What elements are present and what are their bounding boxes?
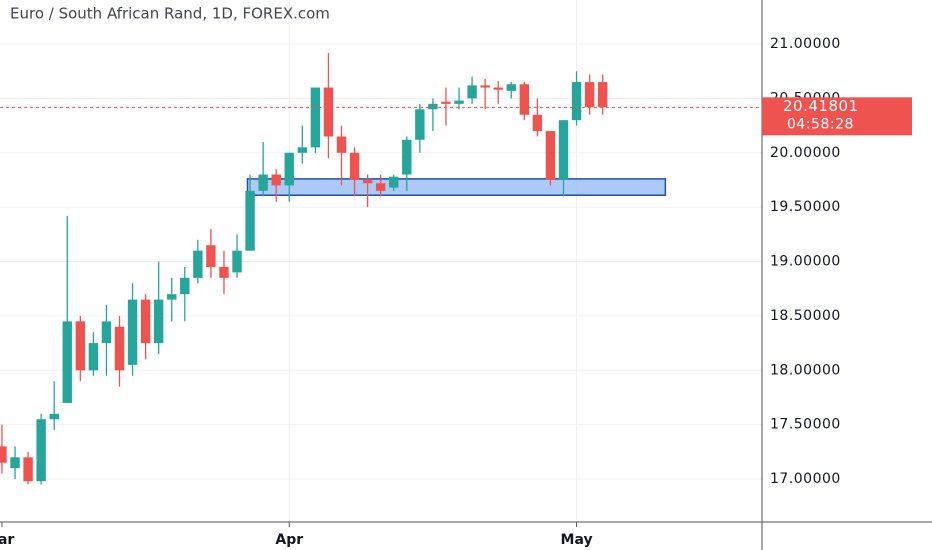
y-tick-label: 18.50000	[770, 308, 841, 324]
y-tick-label: 17.00000	[770, 471, 841, 487]
candle-body	[153, 299, 164, 344]
candle-body	[206, 245, 216, 267]
candle-body	[454, 100, 464, 104]
candle-body	[389, 176, 399, 188]
candle-body	[375, 183, 386, 191]
y-tick-label: 20.00000	[770, 145, 841, 161]
candle-body	[545, 131, 556, 180]
candle-body	[480, 85, 490, 88]
candle-body	[245, 190, 255, 251]
candle-body	[349, 152, 360, 180]
candle-body	[415, 109, 425, 140]
candle-body	[323, 87, 334, 137]
candle-body	[532, 114, 543, 132]
candle-body	[441, 101, 451, 104]
candle-body	[336, 136, 347, 153]
candle-body	[0, 446, 7, 463]
candle-body	[88, 343, 99, 371]
x-tick-label: ar	[0, 532, 14, 548]
candle-body	[101, 321, 112, 344]
candle-body	[584, 82, 595, 108]
candle-body	[597, 82, 608, 108]
candle-body	[23, 457, 33, 482]
y-tick-label: 21.00000	[770, 36, 841, 52]
candle-body	[558, 120, 569, 180]
candle-body	[180, 277, 190, 295]
support-zone	[246, 178, 667, 196]
y-tick-label: 19.00000	[770, 254, 841, 270]
candle-body	[310, 87, 321, 148]
candle-body	[493, 87, 503, 90]
candle-body	[232, 250, 242, 273]
candle-body	[75, 321, 86, 371]
candle-body	[402, 139, 412, 175]
candle-body	[114, 326, 125, 371]
candle-body	[219, 266, 229, 278]
candle-body	[167, 294, 177, 300]
candle-body	[127, 299, 138, 365]
last-price-box	[762, 97, 912, 136]
last-price-label: 20.41801	[783, 97, 859, 115]
candle-body	[284, 152, 294, 186]
candle-body	[258, 174, 268, 191]
candle-body	[49, 413, 59, 420]
candle-body	[10, 457, 20, 469]
candle-body	[467, 85, 477, 99]
candle-body	[140, 299, 151, 344]
x-tick-label: Apr	[275, 532, 303, 548]
y-tick-label: 17.50000	[770, 417, 841, 433]
candle-body	[36, 419, 46, 482]
candle-body	[271, 174, 281, 186]
candle-body	[506, 84, 516, 91]
candle-body	[362, 179, 373, 184]
countdown-label: 04:58:28	[787, 116, 854, 132]
candle-body	[571, 82, 582, 121]
x-tick-label: May	[561, 532, 593, 548]
chart-title: Euro / South African Rand, 1D, FOREX.com	[10, 5, 330, 23]
candle-body	[297, 147, 308, 153]
candle-body	[193, 250, 203, 278]
y-tick-label: 18.00000	[770, 362, 841, 378]
candle-body	[62, 321, 72, 403]
y-tick-label: 19.50000	[770, 199, 841, 215]
candle-body	[519, 84, 530, 115]
candle-body	[428, 103, 438, 110]
